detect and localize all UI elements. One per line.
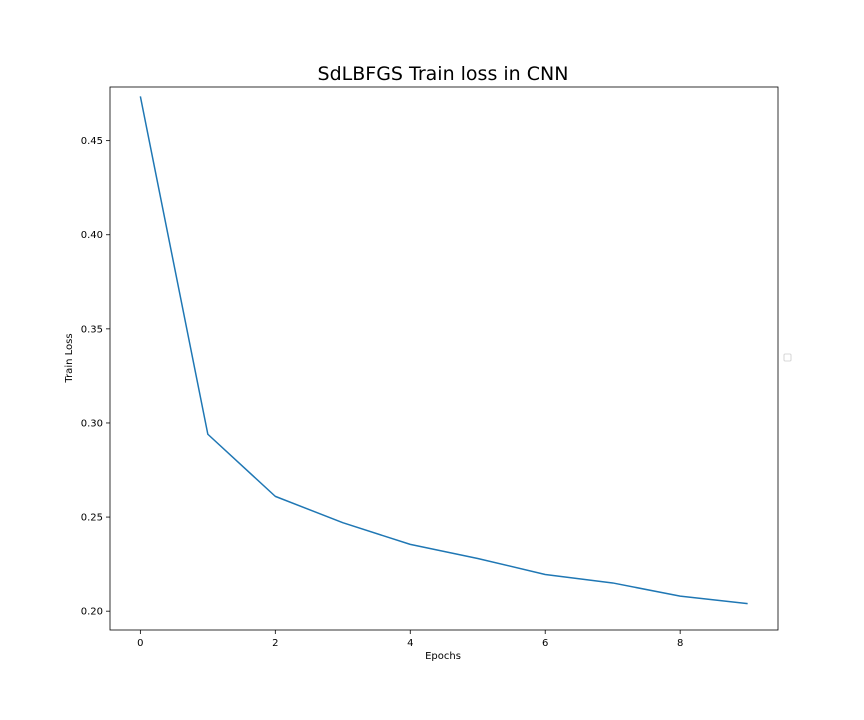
y-tick-label: 0.45 [81, 136, 103, 147]
x-axis-ticks: 0 2 4 6 8 [137, 630, 683, 649]
y-tick-label: 0.20 [81, 607, 103, 618]
y-axis-ticks: 0.20 0.25 0.30 0.35 0.40 0.45 [81, 136, 110, 618]
legend-box [783, 353, 792, 362]
chart-title: SdLBFGS Train loss in CNN [318, 63, 569, 85]
x-axis-label: Epochs [425, 651, 461, 662]
x-tick-label: 0 [137, 638, 143, 649]
y-tick-label: 0.40 [81, 230, 103, 241]
series-line-0 [139, 96, 748, 605]
axes-frame [109, 86, 779, 631]
x-tick-label: 2 [272, 638, 278, 649]
y-tick-label: 0.25 [81, 513, 103, 524]
x-tick-label: 8 [677, 638, 683, 649]
x-tick-label: 4 [407, 638, 413, 649]
plot-area [139, 96, 748, 605]
x-tick-label: 6 [542, 638, 548, 649]
y-tick-label: 0.35 [81, 324, 103, 335]
y-tick-label: 0.30 [81, 418, 103, 429]
y-axis-label: Train Loss [64, 333, 75, 383]
